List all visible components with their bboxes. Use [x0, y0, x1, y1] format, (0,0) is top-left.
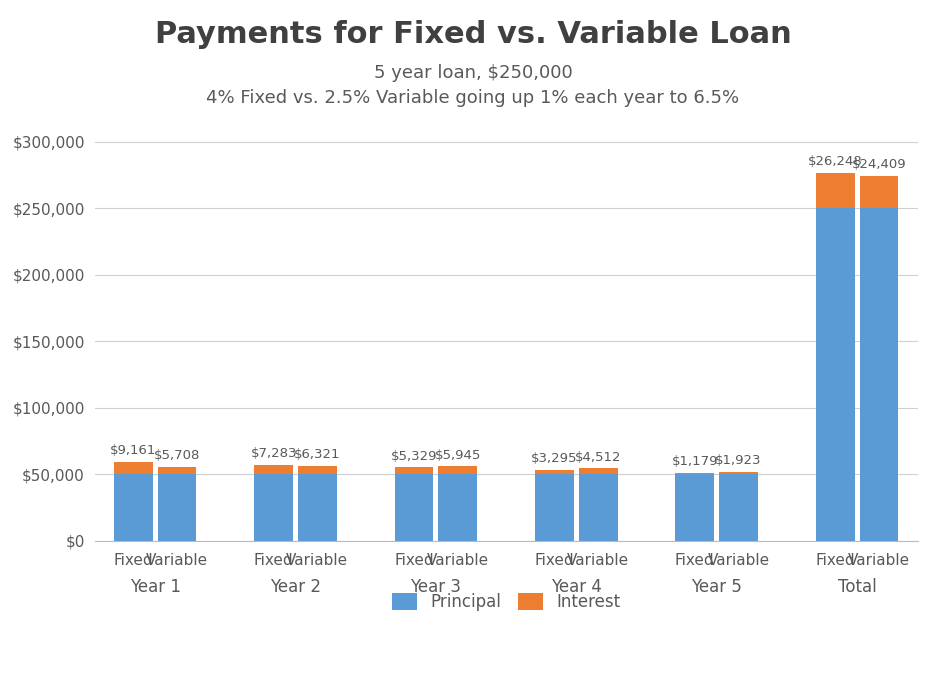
Bar — [114, 475, 152, 541]
Bar — [439, 475, 477, 541]
Text: $1,923: $1,923 — [715, 454, 762, 467]
Text: $24,409: $24,409 — [851, 158, 906, 171]
Bar — [675, 473, 714, 475]
Text: $5,708: $5,708 — [154, 449, 201, 462]
Bar — [579, 468, 618, 475]
Bar — [114, 462, 152, 475]
Text: $5,945: $5,945 — [434, 449, 481, 462]
Bar — [719, 472, 758, 475]
Bar — [535, 470, 573, 475]
Text: $7,283: $7,283 — [251, 447, 297, 460]
Text: $9,161: $9,161 — [110, 444, 156, 458]
Bar — [394, 475, 433, 541]
Text: 5 year loan, $250,000: 5 year loan, $250,000 — [374, 64, 572, 82]
Bar — [815, 173, 854, 208]
Bar — [298, 466, 337, 475]
Text: $5,329: $5,329 — [391, 450, 437, 462]
Text: $1,179: $1,179 — [672, 455, 718, 468]
Text: Year 5: Year 5 — [692, 578, 742, 596]
Bar — [579, 475, 618, 541]
Bar — [394, 467, 433, 475]
Text: Year 1: Year 1 — [130, 578, 181, 596]
Text: $3,295: $3,295 — [531, 452, 578, 465]
Text: Year 4: Year 4 — [551, 578, 602, 596]
Bar — [675, 475, 714, 541]
Text: 4% Fixed vs. 2.5% Variable going up 1% each year to 6.5%: 4% Fixed vs. 2.5% Variable going up 1% e… — [206, 89, 740, 107]
Bar — [158, 475, 197, 541]
Bar — [860, 208, 899, 541]
Text: Payments for Fixed vs. Variable Loan: Payments for Fixed vs. Variable Loan — [154, 20, 792, 49]
Text: $26,248: $26,248 — [808, 155, 863, 168]
Bar — [298, 475, 337, 541]
Bar — [535, 475, 573, 541]
Legend: Principal, Interest: Principal, Interest — [385, 586, 627, 618]
Text: Year 2: Year 2 — [270, 578, 321, 596]
Text: Year 3: Year 3 — [411, 578, 462, 596]
Text: Total: Total — [838, 578, 876, 596]
Bar — [254, 464, 293, 475]
Text: $6,321: $6,321 — [294, 448, 341, 461]
Text: $4,512: $4,512 — [575, 451, 622, 464]
Bar — [158, 466, 197, 475]
Bar — [860, 176, 899, 208]
Bar — [254, 475, 293, 541]
Bar — [719, 475, 758, 541]
Bar — [439, 466, 477, 475]
Bar — [815, 208, 854, 541]
